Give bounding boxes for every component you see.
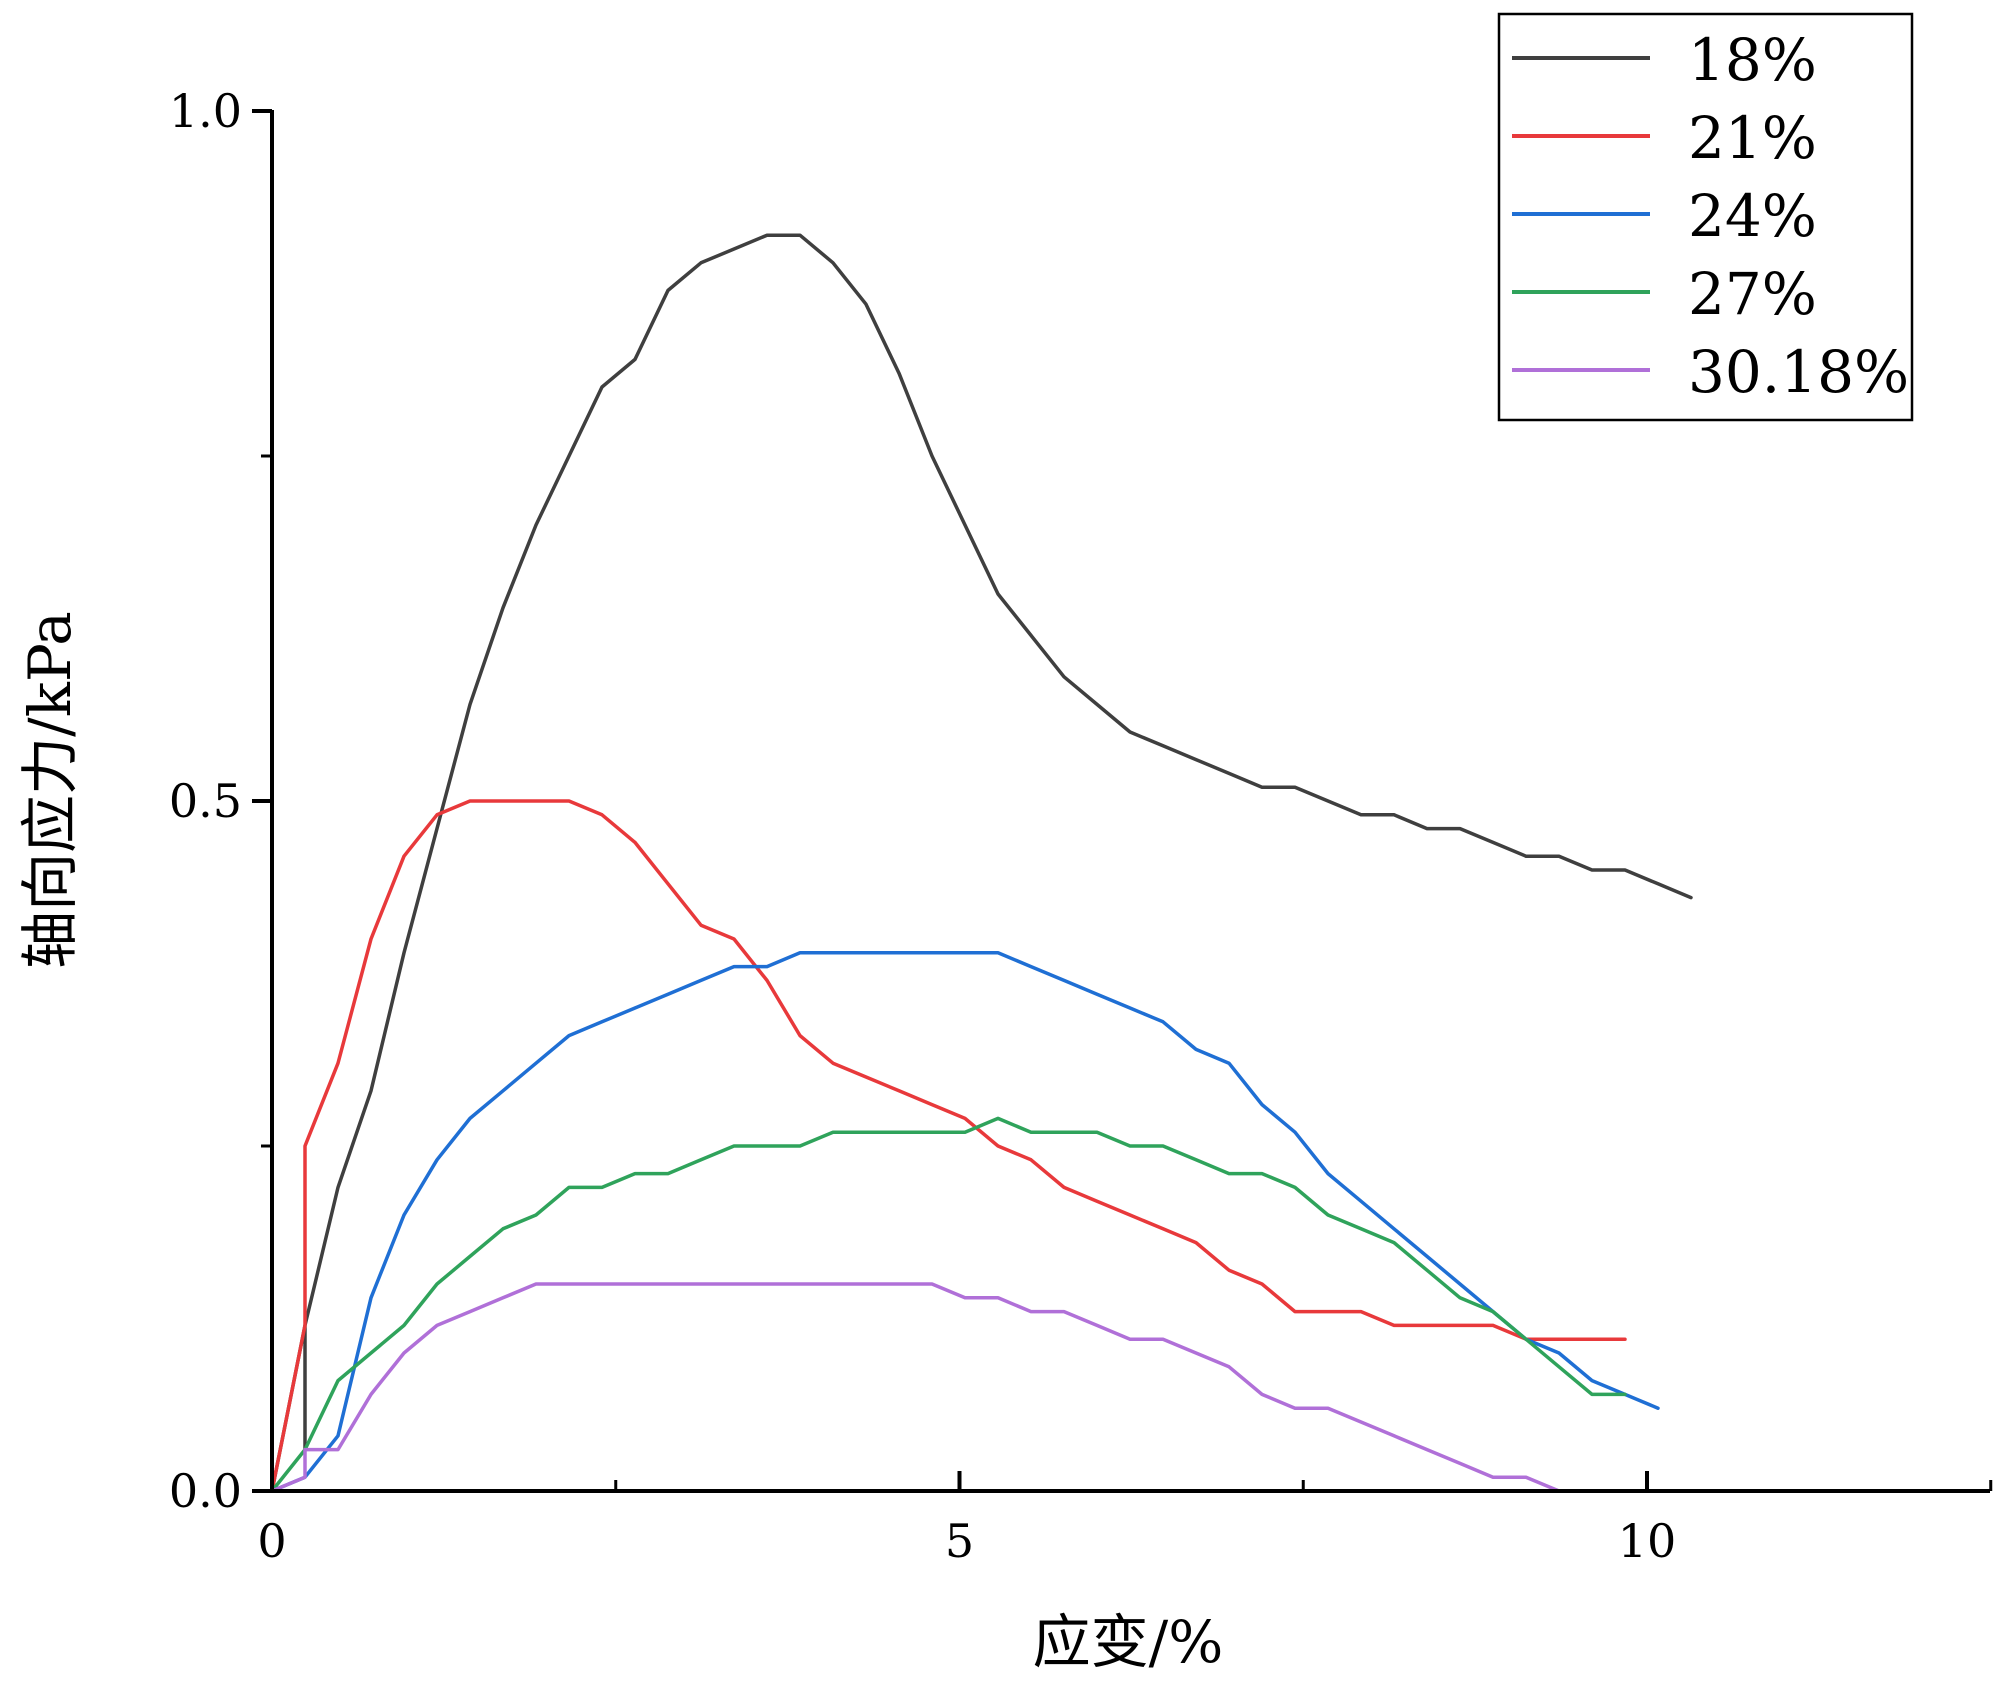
legend-items: 18% 21% 24% 27% 30.18%: [1512, 26, 1909, 406]
x-axis-title: 应变/%: [1033, 1608, 1224, 1676]
series-layer: [270, 233, 1693, 1493]
legend-label-4: 30.18%: [1688, 338, 1909, 406]
series-line-2: [270, 951, 1660, 1493]
legend-label-1: 21%: [1688, 104, 1817, 172]
y-tick-label-0: 0.0: [169, 1464, 242, 1518]
series-line-0: [270, 233, 1693, 1493]
legend-box: [1497, 12, 1914, 422]
x-tick-label-1: 5: [945, 1514, 974, 1568]
y-ticks: 0.0 0.5 1.0: [169, 84, 272, 1518]
legend-label-2: 24%: [1688, 182, 1817, 250]
series-line-1: [270, 799, 1627, 1493]
legend-label-0: 18%: [1688, 26, 1817, 94]
y-tick-label-2: 1.0: [169, 84, 242, 138]
x-tick-label-2: 10: [1618, 1514, 1677, 1568]
series-line-3: [270, 1116, 1627, 1493]
y-tick-label-1: 0.5: [169, 774, 242, 828]
x-ticks: 0 5 10: [257, 1471, 1993, 1568]
legend: 18% 21% 24% 27% 30.18%: [1497, 12, 1914, 422]
legend-label-3: 27%: [1688, 260, 1817, 328]
x-tick-label-0: 0: [257, 1514, 286, 1568]
y-axis-title: 轴向应力/kPa: [16, 611, 84, 969]
series-line-4: [270, 1282, 1627, 1493]
